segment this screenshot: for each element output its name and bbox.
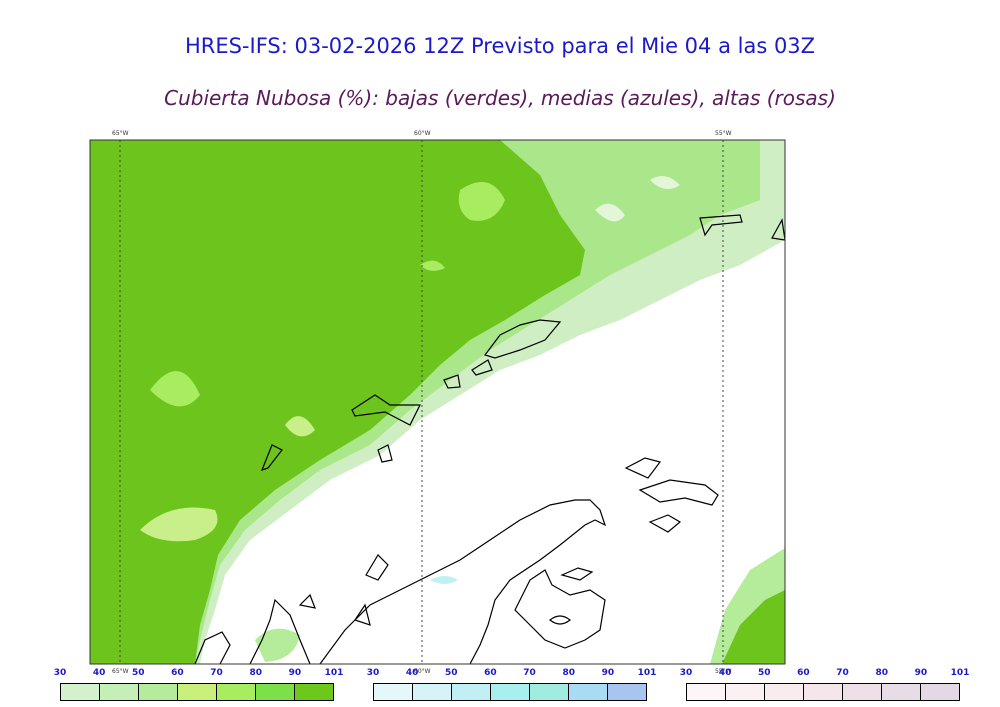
lon-label-55w-bottom: 55°W xyxy=(715,668,732,675)
low-cloud-area-core xyxy=(90,140,585,664)
low-colorbar-tick: 50 xyxy=(132,668,145,678)
high-colorbar-cell xyxy=(921,684,959,700)
map-frame xyxy=(89,139,786,665)
mid-cloud-colorbar-ticks: 30 40 50 60 70 80 90 101 xyxy=(367,668,657,680)
lon-label-65w: 65°W xyxy=(112,130,129,137)
high-colorbar-cell xyxy=(882,684,921,700)
high-colorbar-tick: 30 xyxy=(679,668,693,678)
low-colorbar-cell xyxy=(139,684,178,700)
low-colorbar-cell xyxy=(295,684,333,700)
mid-colorbar-tick: 50 xyxy=(445,668,458,678)
high-colorbar-cell xyxy=(765,684,804,700)
low-colorbar-tick: 30 xyxy=(53,668,67,678)
chart-title: HRES-IFS: 03-02-2026 12Z Previsto para e… xyxy=(184,34,816,58)
low-colorbar-cell xyxy=(256,684,295,700)
low-cloud-patch xyxy=(285,416,315,437)
low-cloud-patch xyxy=(650,176,680,189)
high-colorbar-tick: 90 xyxy=(914,668,928,678)
lon-label-55w: 55°W xyxy=(715,130,732,137)
high-colorbar-cell xyxy=(804,684,843,700)
mid-colorbar-cell xyxy=(452,684,491,700)
chart-subtitle: Cubierta Nubosa (%): bajas (verdes), med… xyxy=(164,86,836,110)
low-cloud-patch xyxy=(458,182,505,221)
mid-colorbar-tick: 70 xyxy=(523,668,536,678)
low-colorbar-tick: 40 xyxy=(92,668,106,678)
low-cloud-colorbar-ticks: 30 40 50 60 70 80 90 101 xyxy=(54,668,344,680)
low-cloud-patch xyxy=(595,203,625,222)
mid-colorbar-tick: 40 xyxy=(405,668,419,678)
low-cloud-colorbar xyxy=(60,683,334,701)
high-colorbar-tick: 70 xyxy=(836,668,849,678)
coastlines xyxy=(194,214,785,664)
low-colorbar-tick: 101 xyxy=(324,668,344,678)
high-colorbar-cell xyxy=(726,684,765,700)
mid-colorbar-cell xyxy=(491,684,530,700)
high-colorbar-cell xyxy=(843,684,882,700)
lon-label-65w-bottom: 65°W xyxy=(112,668,129,675)
mid-colorbar-cell xyxy=(374,684,413,700)
low-colorbar-tick: 80 xyxy=(249,668,262,678)
low-cloud-area-se-core xyxy=(722,590,785,664)
mid-colorbar-cell xyxy=(608,684,646,700)
lon-label-60w: 60°W xyxy=(414,130,431,137)
low-colorbar-cell xyxy=(100,684,139,700)
mid-colorbar-tick: 80 xyxy=(562,668,575,678)
low-cloud-patch xyxy=(420,260,445,271)
mid-colorbar-cell xyxy=(413,684,452,700)
mid-colorbar-cell xyxy=(569,684,608,700)
mid-colorbar-tick: 60 xyxy=(484,668,497,678)
high-colorbar-tick: 80 xyxy=(875,668,888,678)
mid-cloud-patch xyxy=(430,576,458,584)
low-colorbar-tick: 90 xyxy=(288,668,302,678)
high-colorbar-tick: 60 xyxy=(797,668,810,678)
mid-colorbar-tick: 30 xyxy=(366,668,380,678)
high-cloud-colorbar xyxy=(686,683,960,701)
lon-label-60w-bottom: 60°W xyxy=(414,668,431,675)
mid-cloud-colorbar xyxy=(373,683,647,701)
low-colorbar-tick: 70 xyxy=(210,668,223,678)
high-colorbar-cell xyxy=(687,684,726,700)
high-colorbar-tick: 101 xyxy=(950,668,970,678)
mid-colorbar-cell xyxy=(530,684,569,700)
high-cloud-colorbar-ticks: 30 40 50 60 70 80 90 101 xyxy=(680,668,970,680)
low-colorbar-cell xyxy=(61,684,100,700)
high-colorbar-tick: 50 xyxy=(758,668,771,678)
low-colorbar-cell xyxy=(178,684,217,700)
high-colorbar-tick: 40 xyxy=(718,668,732,678)
low-colorbar-cell xyxy=(217,684,256,700)
low-cloud-patch xyxy=(150,371,200,407)
mid-colorbar-tick: 90 xyxy=(601,668,615,678)
low-cloud-area-s xyxy=(255,628,300,662)
low-cloud-patch xyxy=(140,507,218,542)
low-colorbar-tick: 60 xyxy=(171,668,184,678)
mid-colorbar-tick: 101 xyxy=(637,668,657,678)
